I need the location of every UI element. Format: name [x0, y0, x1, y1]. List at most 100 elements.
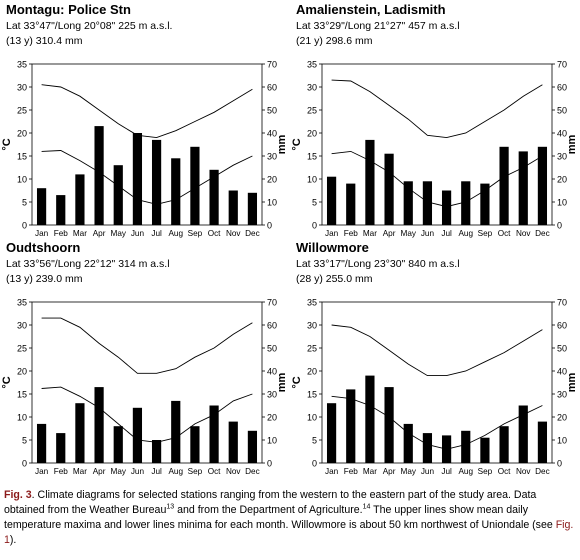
y-left-tick-label: 25 [17, 106, 27, 116]
climate-chart: 0 5 10 15 20 25 30 35 0 10 20 30 40 50 60 70 °C mm Jan Feb M… [1, 298, 288, 477]
x-tick-label: Nov [226, 229, 241, 238]
y-right-tick-label: 20 [267, 413, 277, 423]
temp-max-line [331, 79, 543, 139]
chart-subtitle: Lat 33°17"/Long 23°30" 840 m a.s.l [296, 258, 460, 270]
climate-chart: 0 5 10 15 20 25 30 35 0 10 20 30 40 50 60 70 °C mm Jan Feb M… [1, 60, 288, 239]
y-right-tick-label: 0 [267, 459, 272, 469]
y-right-tick-label: 40 [267, 129, 277, 139]
reference-superscript[interactable]: 13 [166, 503, 175, 511]
x-tick-label: Mar [73, 467, 87, 476]
x-tick-label: Mar [73, 229, 87, 238]
y-left-tick-label: 35 [17, 60, 27, 70]
rainfall-bar [326, 176, 337, 225]
x-tick-label: Apr [93, 229, 106, 238]
y-right-tick-label: 40 [557, 129, 567, 139]
plot-frame [321, 63, 553, 226]
y-left-tick-label: 25 [17, 344, 27, 354]
chart-subtitle-2: (28 y) 255.0 mm [296, 273, 373, 285]
caption-text: ). [9, 534, 17, 546]
rainfall-bar [384, 387, 394, 463]
y-left-tick-label: 35 [17, 298, 27, 308]
chart-subtitle-2: (13 y) 239.0 mm [6, 273, 83, 285]
x-tick-label: Nov [516, 467, 531, 476]
x-tick-label: Jan [325, 229, 339, 238]
rainfall-bar [75, 403, 85, 463]
y-right-axis-label: mm [566, 373, 578, 393]
y-right-tick-label: 60 [267, 83, 277, 93]
rainfall-bar [75, 174, 85, 225]
y-right-tick-label: 50 [557, 106, 567, 116]
x-tick-label: May [111, 229, 127, 238]
x-tick-label: Dec [535, 229, 550, 238]
rainfall-bar [346, 389, 356, 463]
chart-title: Montagu: Police Stn [6, 2, 131, 17]
y-right-tick-label: 60 [267, 321, 277, 331]
x-tick-label: Mar [363, 467, 377, 476]
x-tick-label: Jul [151, 229, 162, 238]
y-left-tick-label: 15 [17, 152, 27, 162]
y-left-tick-label: 20 [17, 129, 27, 139]
y-left-tick-label: 15 [307, 152, 317, 162]
x-tick-label: Feb [344, 229, 359, 238]
plot-frame [31, 301, 263, 464]
x-tick-label: Jun [131, 467, 145, 476]
y-left-tick-label: 15 [307, 390, 317, 400]
rainfall-bar [36, 188, 47, 225]
y-left-tick-label: 30 [17, 83, 27, 93]
x-tick-label: Apr [93, 467, 106, 476]
y-right-axis-label: mm [566, 135, 578, 155]
rainfall-bar [461, 430, 471, 463]
rainfall-bar [94, 387, 104, 463]
chart-subtitle-2: (21 y) 298.6 mm [296, 35, 373, 47]
y-left-tick-label: 25 [307, 344, 317, 354]
rainfall-bar [132, 133, 143, 225]
x-tick-label: Oct [498, 467, 511, 476]
rainfall-bar [480, 437, 490, 463]
y-right-tick-label: 20 [557, 175, 567, 185]
y-right-tick-label: 30 [267, 390, 277, 400]
x-tick-label: May [401, 229, 417, 238]
y-right-tick-label: 50 [557, 344, 567, 354]
y-right-tick-label: 30 [557, 152, 567, 162]
y-left-axis-label: °C [1, 138, 13, 150]
y-left-tick-label: 25 [307, 106, 317, 116]
x-tick-label: Apr [383, 229, 396, 238]
chart-panel-montagu: Montagu: Police Stn Lat 33°47"/Long 20°0… [0, 2, 290, 242]
y-left-tick-label: 5 [22, 198, 27, 208]
y-left-axis-label: °C [291, 138, 303, 150]
figure-label: Fig. 3 [4, 489, 32, 501]
y-left-tick-label: 0 [22, 459, 27, 469]
y-right-tick-label: 70 [557, 60, 567, 70]
rainfall-bar [537, 146, 548, 225]
x-tick-label: Nov [226, 467, 241, 476]
x-tick-label: Jun [421, 467, 435, 476]
figure-caption: Fig. 3. Climate diagrams for selected st… [4, 488, 576, 548]
x-tick-label: Jan [325, 467, 339, 476]
x-tick-label: May [111, 467, 127, 476]
rainfall-bar [480, 183, 490, 225]
y-right-tick-label: 20 [557, 413, 567, 423]
y-right-tick-label: 30 [557, 390, 567, 400]
chart-subtitle: Lat 33°56"/Long 22°12" 314 m a.s.l [6, 258, 170, 270]
y-left-tick-label: 30 [17, 321, 27, 331]
rainfall-bar [384, 153, 394, 225]
x-tick-label: Feb [344, 467, 359, 476]
x-tick-label: Sep [188, 229, 203, 238]
y-right-tick-label: 10 [557, 198, 567, 208]
y-left-tick-label: 0 [312, 459, 317, 469]
y-right-tick-label: 10 [267, 198, 277, 208]
figure-link[interactable]: Fig. 1 [4, 519, 574, 546]
y-left-axis-label: °C [1, 376, 13, 388]
y-right-tick-label: 60 [557, 83, 567, 93]
rainfall-bar [247, 192, 258, 225]
x-tick-label: Mar [363, 229, 377, 238]
y-left-tick-label: 30 [307, 321, 317, 331]
chart-subtitle-2: (13 y) 310.4 mm [6, 35, 83, 47]
y-left-tick-label: 15 [17, 390, 27, 400]
reference-superscript[interactable]: 14 [362, 503, 371, 511]
x-tick-label: Oct [208, 229, 221, 238]
y-right-tick-label: 0 [267, 221, 272, 231]
y-left-tick-label: 30 [307, 83, 317, 93]
x-tick-label: Dec [535, 467, 550, 476]
temp-min-line [41, 386, 253, 443]
